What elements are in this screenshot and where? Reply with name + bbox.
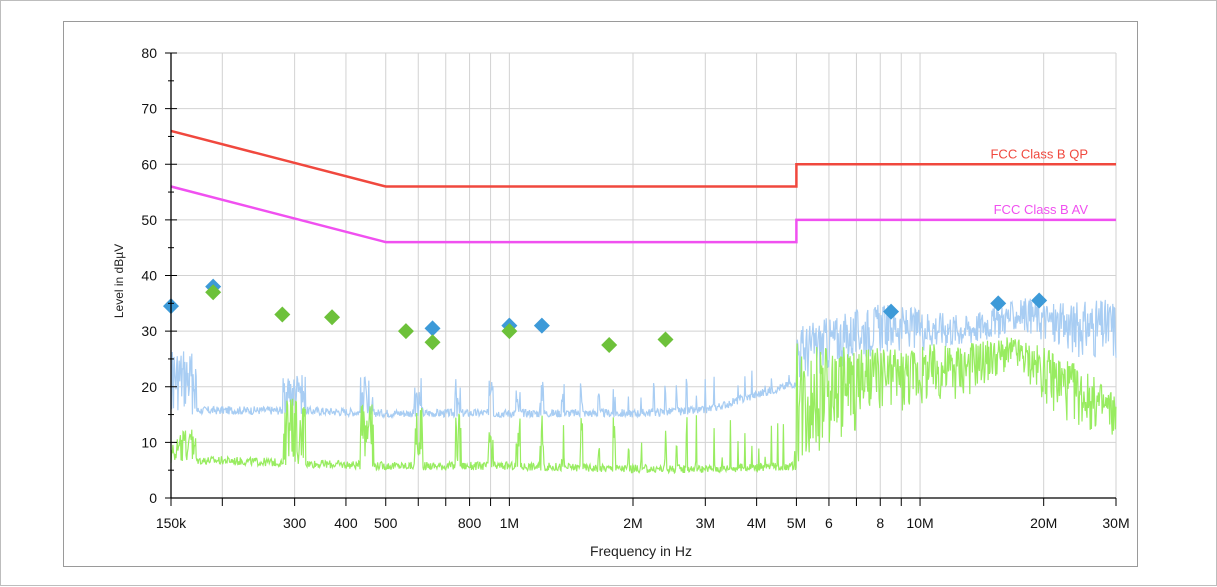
x-tick-label: 6 bbox=[825, 515, 833, 531]
limit-lines: FCC Class B QP FCC Class B AV bbox=[170, 129, 1116, 244]
peak-marker bbox=[883, 303, 900, 320]
peak-markers bbox=[163, 278, 1048, 354]
peak-marker bbox=[1031, 292, 1048, 309]
y-axis-label: Level in dBµV bbox=[112, 244, 126, 318]
y-tick-label: 50 bbox=[141, 212, 157, 228]
peak-marker bbox=[274, 306, 291, 323]
peak-marker bbox=[533, 317, 550, 334]
limit-line bbox=[170, 129, 1116, 188]
y-tick-label: 60 bbox=[141, 156, 157, 172]
limit-line-label: FCC Class B AV bbox=[994, 202, 1089, 217]
trace-qp bbox=[170, 298, 1117, 419]
peak-marker bbox=[990, 295, 1007, 312]
limit-line-label: FCC Class B QP bbox=[990, 146, 1088, 161]
peak-marker bbox=[397, 323, 414, 340]
x-tick-label: 5M bbox=[787, 515, 806, 531]
x-tick-label: 2M bbox=[623, 515, 642, 531]
y-tick-label: 40 bbox=[141, 268, 157, 284]
x-tick-label: 4M bbox=[747, 515, 766, 531]
y-tick-label: 80 bbox=[141, 45, 157, 61]
x-tick-label: 8 bbox=[876, 515, 884, 531]
axes: 0 10 20 30 40 50 60 70 80 150k 300 400 500 800 1M 2M 3M 4… bbox=[141, 45, 1129, 531]
chart-panel bbox=[63, 21, 1138, 567]
peak-marker bbox=[424, 334, 441, 351]
x-axis-label: Frequency in Hz bbox=[590, 543, 692, 559]
peak-marker bbox=[657, 331, 674, 348]
x-tick-label: 300 bbox=[283, 515, 307, 531]
x-tick-label: 3M bbox=[696, 515, 715, 531]
y-tick-label: 10 bbox=[141, 434, 157, 450]
x-tick-label: 500 bbox=[374, 515, 398, 531]
x-tick-label: 30M bbox=[1102, 515, 1129, 531]
y-tick-label: 20 bbox=[141, 379, 157, 395]
peak-marker bbox=[601, 337, 618, 354]
y-tick-label: 30 bbox=[141, 323, 157, 339]
x-tick-label: 400 bbox=[334, 515, 358, 531]
limit-line bbox=[170, 185, 1116, 244]
x-tick-label: 800 bbox=[458, 515, 482, 531]
x-tick-label: 20M bbox=[1030, 515, 1057, 531]
peak-marker bbox=[205, 284, 222, 301]
y-tick-label: 70 bbox=[141, 101, 157, 117]
grid bbox=[170, 52, 1117, 499]
peak-marker bbox=[324, 309, 341, 326]
x-tick-label: 150k bbox=[156, 515, 187, 531]
x-tick-label: 10M bbox=[906, 515, 933, 531]
trace-av bbox=[170, 337, 1117, 475]
x-tick-label: 1M bbox=[500, 515, 519, 531]
measurement-traces bbox=[170, 298, 1117, 475]
peak-marker bbox=[424, 320, 441, 337]
y-tick-label: 0 bbox=[149, 490, 157, 506]
peak-marker bbox=[501, 323, 518, 340]
